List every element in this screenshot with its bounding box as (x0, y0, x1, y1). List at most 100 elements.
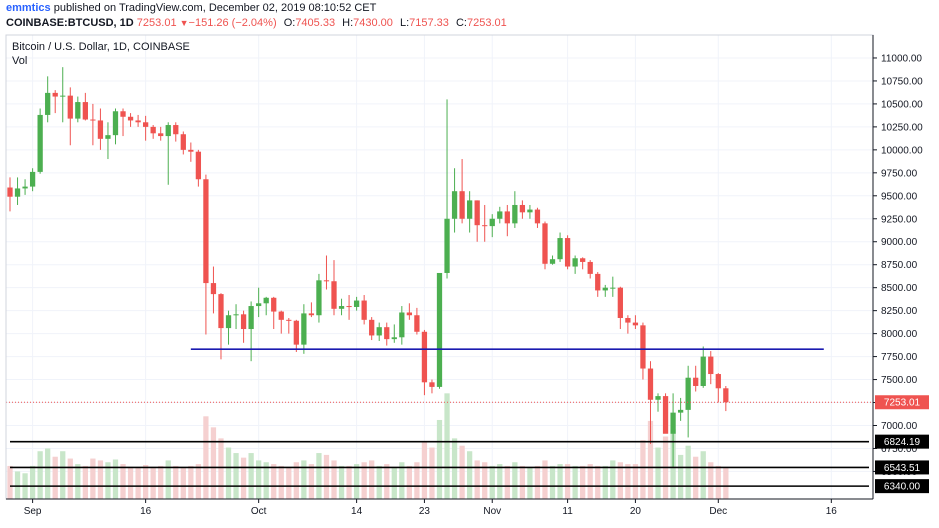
candle-body (467, 200, 473, 219)
volume-bar (105, 462, 111, 499)
candle-body (316, 280, 322, 316)
volume-bar (127, 466, 134, 499)
high-value: 7430.00 (353, 17, 393, 29)
volume-bar (286, 467, 292, 499)
candle-body (421, 331, 428, 383)
candle-body (142, 122, 149, 127)
x-tick-label: Dec (709, 506, 727, 517)
y-tick-label: 8250.00 (881, 306, 918, 317)
volume-bar (376, 465, 382, 499)
candle-body (112, 111, 119, 136)
ohlc-line: COINBASE:BTCUSD, 1D 7253.01 ▼−151.26 (−2… (6, 17, 507, 29)
candle-body (715, 374, 721, 389)
candle-body (369, 319, 375, 336)
volume-bar (587, 464, 593, 499)
volume-bar (135, 467, 141, 499)
volume-bar (406, 465, 412, 499)
volume-bar (436, 419, 443, 499)
candle-body (37, 114, 43, 172)
volume-bar (331, 460, 337, 499)
candle-body (444, 218, 450, 273)
volume-bar (527, 467, 533, 499)
volume-bar (29, 465, 36, 499)
volume-label: Vol (12, 55, 27, 67)
candle-body (331, 281, 337, 309)
candle-body (338, 306, 345, 309)
volume-bar (112, 459, 119, 499)
volume-bar (723, 467, 729, 499)
symbol-label: COINBASE:BTCUSD, 1D (6, 17, 134, 29)
candle-body (127, 116, 134, 121)
volume-bar (233, 453, 239, 499)
candle-body (82, 102, 88, 120)
candle-body (7, 187, 13, 197)
candle-body (210, 283, 217, 295)
candle-body (323, 280, 330, 282)
volume-bar (180, 467, 186, 499)
y-tick-label: 8000.00 (881, 329, 918, 340)
candle-body (414, 315, 420, 332)
x-tick-label: 16 (140, 506, 152, 517)
volume-bar (429, 447, 435, 499)
candle-body (595, 273, 601, 291)
volume-bar (37, 451, 43, 499)
y-tick-label: 10250.00 (881, 122, 923, 133)
price-label-box (875, 395, 929, 410)
y-tick-label: 9500.00 (881, 191, 918, 202)
volume-bar (210, 427, 217, 499)
author-link[interactable]: emmtics (6, 2, 51, 14)
y-tick-label: 7750.00 (881, 352, 918, 363)
grid (6, 35, 873, 499)
y-tick-label: 6750.00 (881, 444, 918, 455)
published-text: published on TradingView.com, December 0… (53, 2, 377, 14)
volume-bar (632, 464, 639, 499)
volume-bar (14, 471, 21, 499)
chart-title: Bitcoin / U.S. Dollar, 1D, COINBASE (12, 41, 190, 53)
candle-body (670, 412, 676, 434)
candle-body (685, 377, 691, 410)
change-value: −151.26 (−2.04%) (188, 17, 277, 29)
x-tick-label: Sep (24, 506, 42, 517)
volume-bar (60, 451, 66, 499)
candle-body (459, 191, 465, 219)
time-axis: Sep 16 Oct 14 23 Nov 11 20 Dec 16 (24, 499, 838, 517)
volume-bar (572, 465, 578, 499)
volume-bar (384, 464, 390, 499)
candle-body (45, 92, 51, 115)
volume-bar (248, 453, 254, 499)
price-label-text: 6543.51 (884, 463, 921, 474)
x-tick-label: 20 (630, 506, 642, 517)
candle-body (534, 209, 541, 224)
candle-body (384, 327, 390, 340)
volume-bar (338, 465, 345, 499)
price-label-text: 6340.00 (884, 482, 921, 493)
candle-body (647, 368, 654, 400)
volume-bar (512, 462, 518, 499)
y-tick-label: 10750.00 (881, 76, 923, 87)
candle-body (173, 125, 179, 135)
volume-bar (82, 465, 88, 499)
price-label-text: 7253.01 (884, 398, 921, 409)
volume-bar (218, 438, 224, 499)
candle-body (271, 297, 277, 312)
candle-body (286, 319, 292, 321)
candle-body (376, 327, 382, 336)
candle-body (708, 356, 714, 375)
candle-body (14, 188, 21, 197)
y-tick-label: 8750.00 (881, 260, 918, 271)
volume-bar (602, 465, 608, 499)
volume-bar (647, 420, 654, 499)
volume-bar (67, 458, 73, 499)
price-label-text: 6824.19 (884, 437, 921, 448)
volume-bar (263, 462, 269, 499)
volume-bar (504, 465, 510, 499)
candle-body (542, 223, 548, 264)
candle-body (165, 125, 171, 137)
candle-body (700, 356, 706, 386)
candle-body (436, 272, 443, 387)
x-tick-label: 16 (826, 506, 838, 517)
candle-body (610, 287, 616, 289)
candle-body (602, 287, 608, 291)
open-value: 7405.33 (295, 17, 336, 29)
